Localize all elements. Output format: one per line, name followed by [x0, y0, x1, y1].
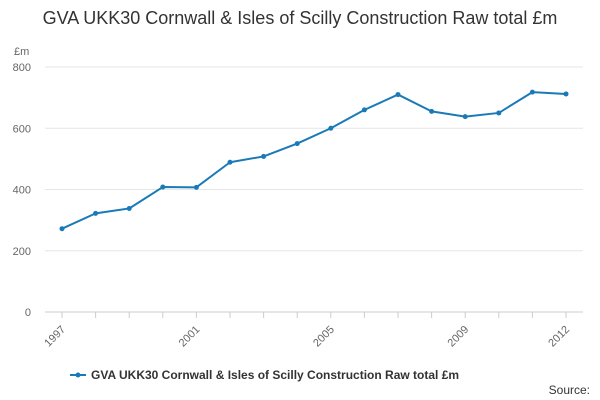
chart-title: GVA UKK30 Cornwall & Isles of Scilly Con… — [42, 8, 558, 28]
axes: 0 200 400 600 800 1997 2001 2005 2009 2012 — [13, 62, 583, 349]
y-tick-label: 800 — [13, 62, 31, 74]
data-point[interactable] — [294, 141, 300, 147]
y-tick-label: 200 — [13, 246, 31, 258]
x-tick-label: 2012 — [546, 324, 572, 350]
y-axis-unit-label: £m — [14, 46, 29, 58]
data-point[interactable] — [395, 92, 401, 98]
data-point[interactable] — [429, 108, 435, 114]
legend-marker-icon — [75, 372, 81, 378]
data-point[interactable] — [563, 91, 569, 97]
data-point[interactable] — [126, 205, 132, 211]
y-tick-label: 600 — [13, 123, 31, 135]
series-layer — [59, 89, 569, 232]
x-tick-label: 2005 — [311, 324, 337, 350]
data-point[interactable] — [193, 184, 199, 190]
gridlines — [45, 66, 583, 252]
x-tick-label: 2001 — [177, 324, 203, 350]
data-point[interactable] — [59, 226, 65, 232]
data-point[interactable] — [496, 110, 502, 116]
data-point[interactable] — [227, 159, 233, 165]
x-tick-label: 2009 — [446, 324, 472, 350]
x-tick-label: 1997 — [42, 324, 68, 350]
legend[interactable]: GVA UKK30 Cornwall & Isles of Scilly Con… — [70, 368, 459, 382]
y-tick-label: 400 — [13, 185, 31, 197]
data-point[interactable] — [261, 153, 267, 159]
data-point[interactable] — [462, 114, 468, 120]
data-point[interactable] — [529, 89, 535, 95]
data-point[interactable] — [93, 210, 99, 216]
legend-label: GVA UKK30 Cornwall & Isles of Scilly Con… — [91, 368, 459, 382]
series-line-0 — [61, 91, 567, 230]
data-point[interactable] — [328, 125, 334, 131]
source-label: Source: — [549, 383, 590, 397]
data-point[interactable] — [160, 184, 166, 190]
y-tick-label: 0 — [25, 307, 31, 319]
data-point[interactable] — [361, 107, 367, 113]
